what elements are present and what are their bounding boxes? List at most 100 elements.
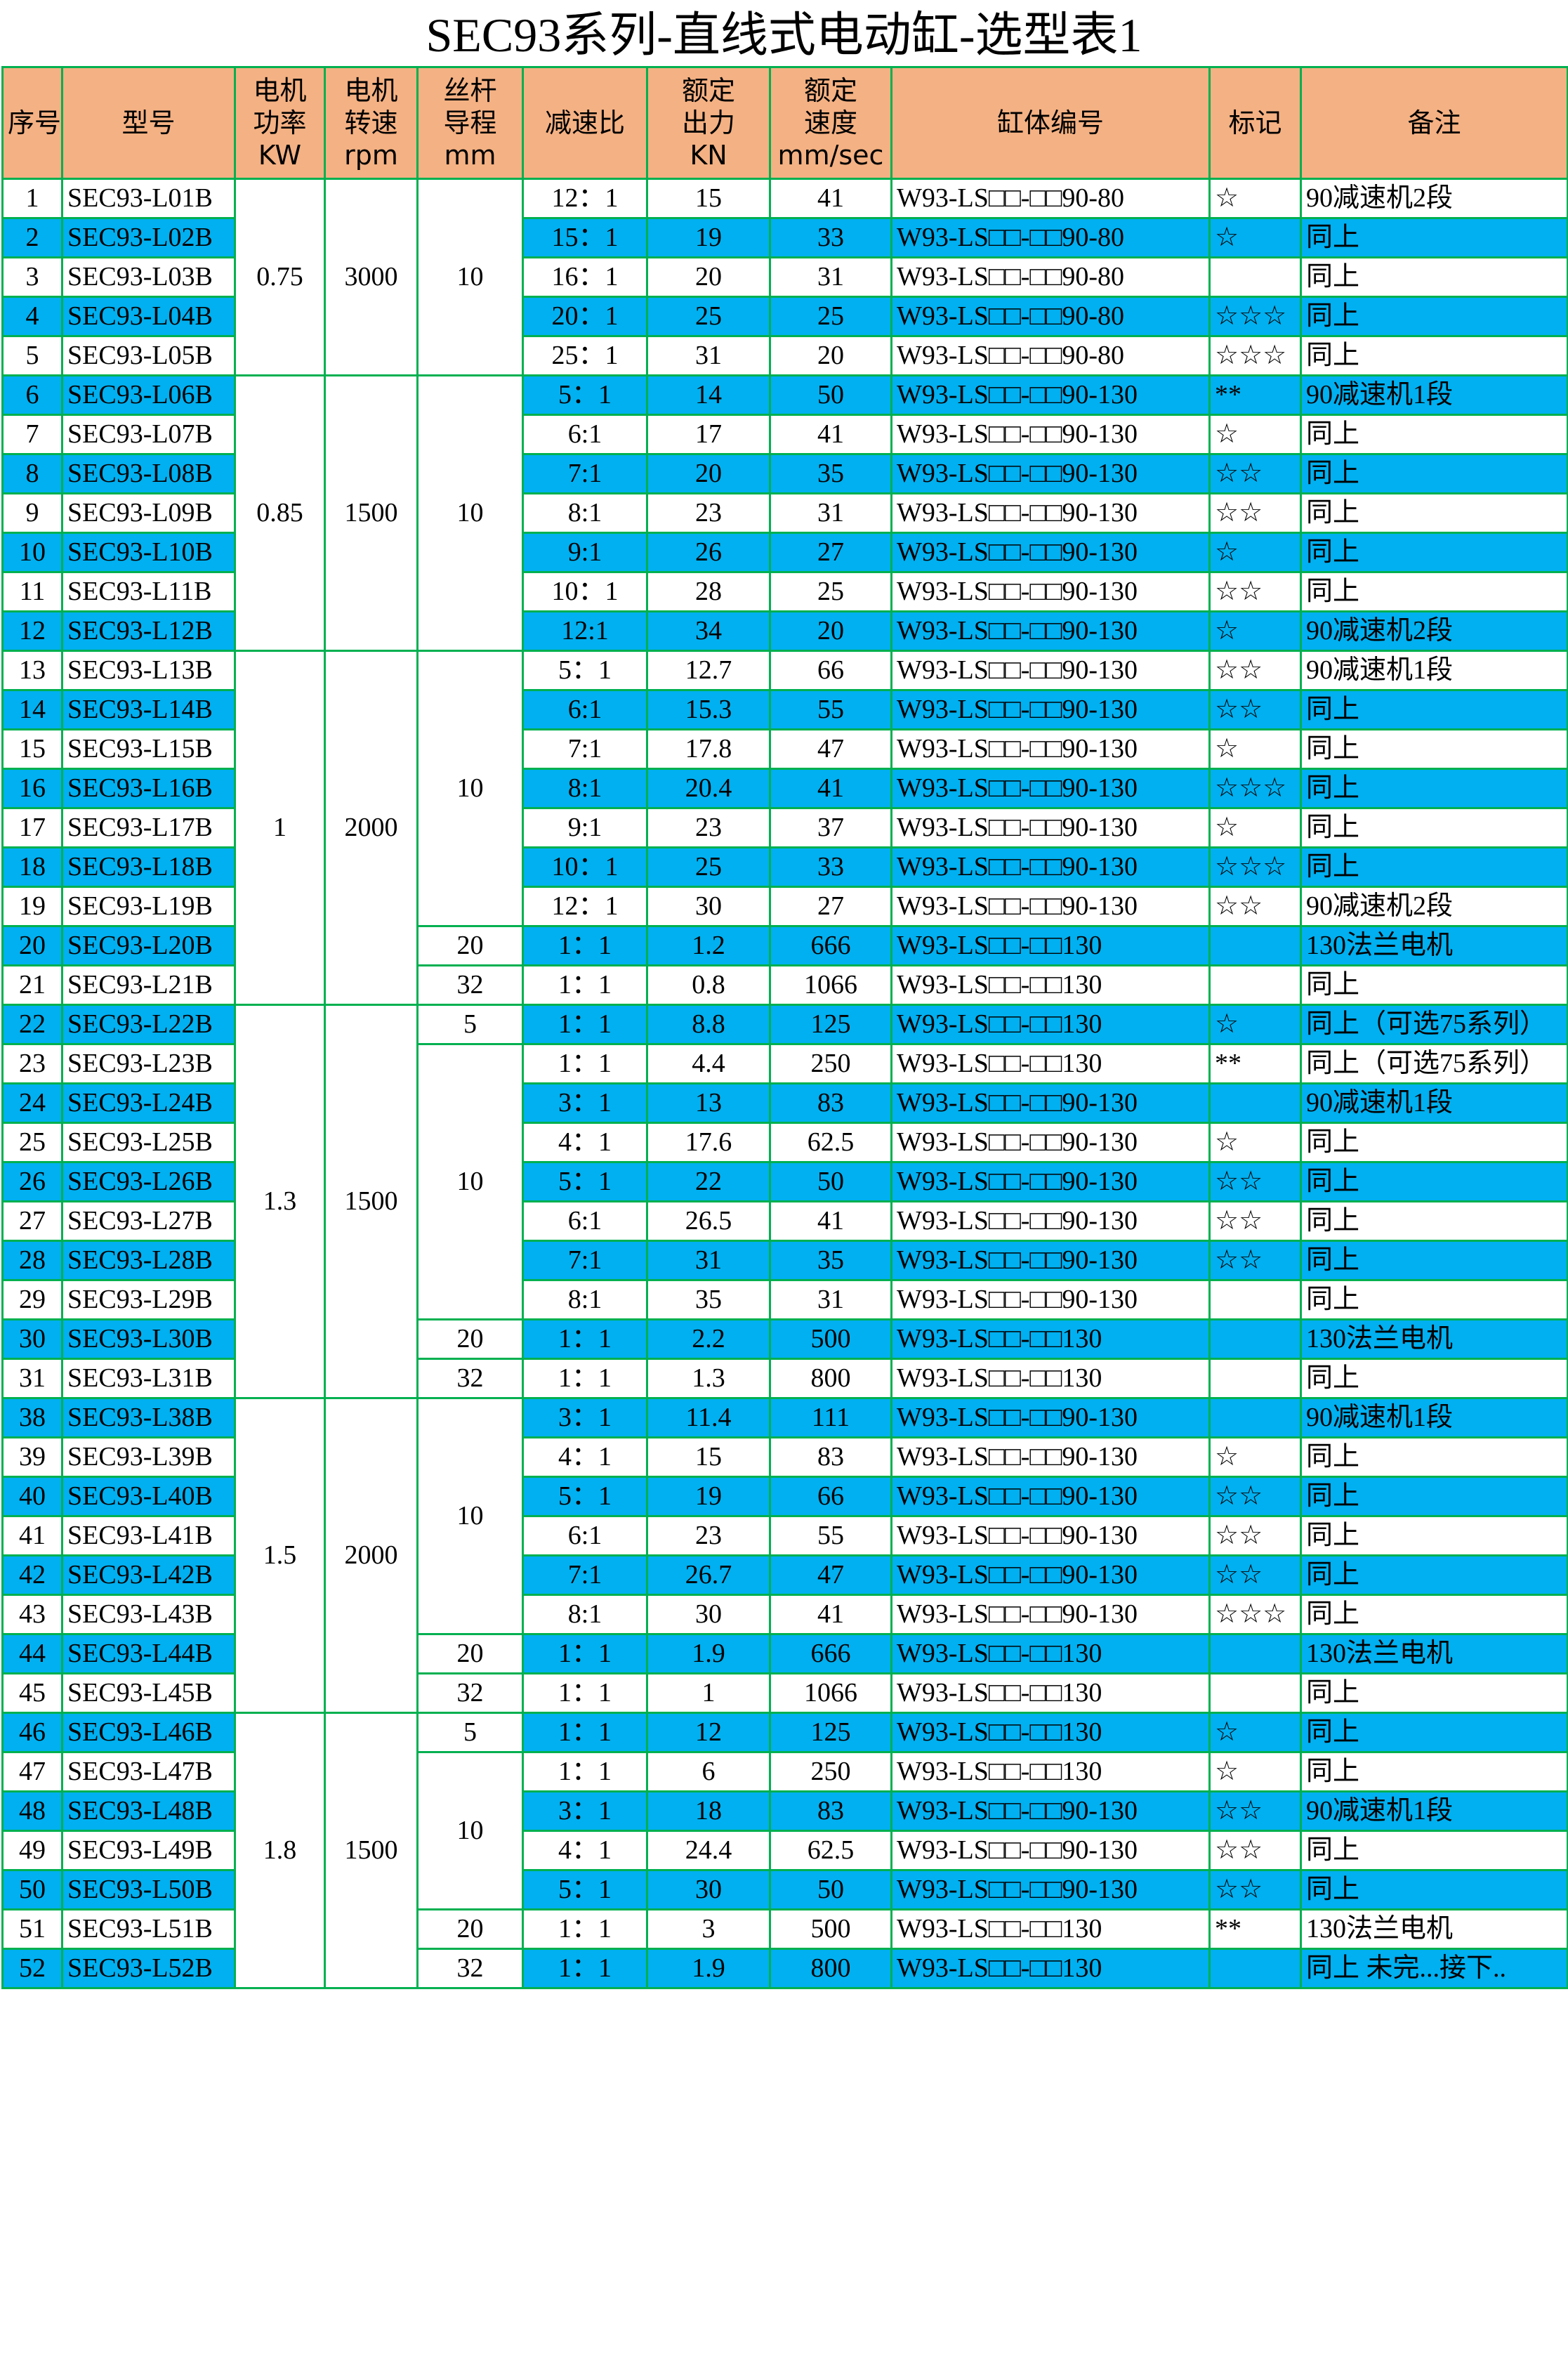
rated-force: 35 [646,1279,771,1320]
note: 90减速机1段 [1300,374,1568,416]
motor-speed: 3000 [324,178,419,376]
model: SEC93-L28B [61,1240,236,1281]
header-text: 导程 [443,107,497,138]
rated-speed: 250 [769,1751,892,1792]
rated-speed: 47 [769,1554,892,1596]
model: SEC93-L51B [61,1908,236,1950]
table-body: 1 SEC93-L01B 0.75 3000 10 12：1 15 41 W93-LS□□-□□… [1,178,1568,1989]
note: 同上 未完...接下.. [1300,1948,1568,1989]
header-text: 电机 [344,75,398,106]
model: SEC93-L02B [61,217,236,258]
model: SEC93-L05B [61,335,236,376]
body-code: W93-LS□□-□□90-130 [890,374,1211,416]
note: 同上 [1300,1594,1568,1635]
row-number: 43 [1,1594,63,1635]
mark: ☆☆ [1208,1869,1302,1910]
note: 同上 [1300,453,1568,494]
model: SEC93-L24B [61,1082,236,1124]
data-row: 40 SEC93-L40B 5：1 19 66 W93-LS□□-□□90-130 ☆☆ 同上 [1,1476,1568,1517]
note: 同上 [1300,217,1568,258]
body-code: W93-LS□□-□□90-130 [890,768,1211,809]
data-row: 8 SEC93-L08B 7:1 20 35 W93-LS□□-□□90-130 ☆☆ 同上 [1,453,1568,494]
rated-force: 3 [646,1908,771,1950]
note: 同上（可选75系列） [1300,1043,1568,1084]
row-number: 27 [1,1200,63,1242]
note: 同上 [1300,1240,1568,1281]
body-code: W93-LS□□-□□130 [890,1908,1211,1950]
rated-force: 31 [646,1240,771,1281]
note: 130法兰电机 [1300,1318,1568,1360]
rated-force: 18 [646,1790,771,1832]
body-code: W93-LS□□-□□90-130 [890,807,1211,848]
body-code: W93-LS□□-□□90-130 [890,1200,1211,1242]
mark: ☆ [1208,1436,1302,1478]
model: SEC93-L01B [61,178,236,219]
rated-speed: 55 [769,689,892,730]
rated-force: 4.4 [646,1043,771,1084]
rated-speed: 500 [769,1908,892,1950]
row-number: 20 [1,925,63,966]
header-cell: 减速比 [522,66,648,180]
model: SEC93-L18B [61,846,236,888]
row-number: 18 [1,846,63,888]
data-row: 38 SEC93-L38B 1.5 2000 10 3：1 11.4 111 W93-LS□□-… [1,1397,1568,1714]
model: SEC93-L48B [61,1790,236,1832]
rated-speed: 800 [769,1358,892,1399]
data-row: 44 SEC93-L44B 20 1：1 1.9 666 W93-LS□□-□□130 130… [1,1633,1568,1674]
header-text: 额定 [803,75,857,106]
reduction-ratio: 7:1 [522,728,648,770]
reduction-ratio: 15：1 [522,217,648,258]
body-code: W93-LS□□-□□90-130 [890,1830,1211,1871]
mark [1208,1082,1302,1124]
header-text: mm/sec [777,140,884,171]
screw-lead: 5 [416,1712,524,1753]
note: 同上 [1300,571,1568,612]
rated-speed: 50 [769,374,892,416]
data-row: 15 SEC93-L15B 7:1 17.8 47 W93-LS□□-□□90-130 ☆ 同… [1,728,1568,770]
rated-force: 20.4 [646,768,771,809]
header-text: 减速比 [544,107,625,138]
rated-force: 15.3 [646,689,771,730]
rated-speed: 35 [769,1240,892,1281]
header-cell: 标记 [1208,66,1302,180]
row-number: 46 [1,1712,63,1753]
reduction-ratio: 3：1 [522,1082,648,1124]
reduction-ratio: 20：1 [522,296,648,337]
rated-speed: 125 [769,1004,892,1045]
rated-force: 26 [646,532,771,573]
reduction-ratio: 12:1 [522,610,648,652]
rated-speed: 25 [769,571,892,612]
reduction-ratio: 5：1 [522,650,648,691]
mark [1208,1279,1302,1320]
model: SEC93-L27B [61,1200,236,1242]
header-text: KW [258,140,302,171]
rated-speed: 1066 [769,1672,892,1714]
motor-power: 0.75 [234,178,326,376]
rated-force: 19 [646,217,771,258]
mark: ☆☆ [1208,689,1302,730]
header-text: 缸体编号 [996,107,1104,138]
row-number: 31 [1,1358,63,1399]
rated-speed: 62.5 [769,1830,892,1871]
mark: ☆ [1208,1004,1302,1045]
row-number: 24 [1,1082,63,1124]
header-text: 额定 [681,75,735,106]
rated-speed: 66 [769,650,892,691]
row-number: 23 [1,1043,63,1084]
mark: ☆ [1208,728,1302,770]
note: 130法兰电机 [1300,925,1568,966]
model: SEC93-L03B [61,256,236,298]
mark: ☆☆ [1208,1161,1302,1202]
data-row: 20 SEC93-L20B 20 1：1 1.2 666 W93-LS□□-□□130 130… [1,925,1568,966]
row-number: 42 [1,1554,63,1596]
reduction-ratio: 1：1 [522,1712,648,1753]
mark: ☆ [1208,178,1302,219]
reduction-ratio: 8:1 [522,1594,648,1635]
reduction-ratio: 8:1 [522,768,648,809]
header-cell: 额定 速度 mm/sec [769,66,892,180]
body-code: W93-LS□□-□□90-80 [890,256,1211,298]
motor-power: 1.3 [234,1004,326,1399]
data-row: 24 SEC93-L24B 3：1 13 83 W93-LS□□-□□90-130 90减速… [1,1082,1568,1124]
rated-force: 23 [646,1515,771,1556]
rated-speed: 500 [769,1318,892,1360]
